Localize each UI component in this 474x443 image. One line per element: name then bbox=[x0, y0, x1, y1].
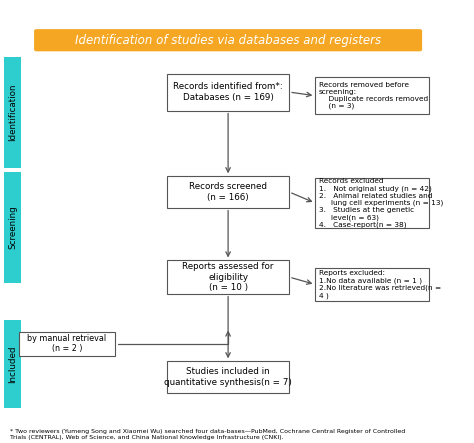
FancyBboxPatch shape bbox=[4, 171, 21, 283]
FancyBboxPatch shape bbox=[315, 178, 428, 228]
Text: Records excluded
1.   Not original study (n = 42)
2.   Animal related studies an: Records excluded 1. Not original study (… bbox=[319, 178, 443, 228]
FancyBboxPatch shape bbox=[315, 77, 428, 114]
FancyBboxPatch shape bbox=[167, 74, 289, 111]
Text: Screening: Screening bbox=[8, 205, 17, 249]
Text: Records removed before
screening:
    Duplicate records removed
    (n = 3): Records removed before screening: Duplic… bbox=[319, 82, 428, 109]
FancyBboxPatch shape bbox=[167, 176, 289, 208]
Text: Records screened
(n = 166): Records screened (n = 166) bbox=[189, 182, 267, 202]
FancyBboxPatch shape bbox=[4, 320, 21, 408]
FancyBboxPatch shape bbox=[4, 57, 21, 168]
Text: Studies included in
quantitative synthesis(n = 7): Studies included in quantitative synthes… bbox=[164, 367, 292, 387]
FancyBboxPatch shape bbox=[167, 260, 289, 294]
FancyBboxPatch shape bbox=[315, 268, 428, 301]
FancyBboxPatch shape bbox=[34, 29, 422, 51]
Text: by manual retrieval
(n = 2 ): by manual retrieval (n = 2 ) bbox=[27, 334, 106, 354]
FancyBboxPatch shape bbox=[167, 361, 289, 392]
Text: Reports assessed for
eligibility
(n = 10 ): Reports assessed for eligibility (n = 10… bbox=[182, 262, 274, 292]
Text: Reports excluded:
1.No data available (n = 1 )
2.No literature was retrieved(n =: Reports excluded: 1.No data available (n… bbox=[319, 270, 441, 299]
Text: Included: Included bbox=[8, 345, 17, 383]
FancyBboxPatch shape bbox=[19, 332, 115, 356]
Text: * Two reviewers (Yumeng Song and Xiaomei Wu) searched four data-bases—PubMed, Co: * Two reviewers (Yumeng Song and Xiaomei… bbox=[10, 429, 405, 439]
Text: Identification: Identification bbox=[8, 84, 17, 141]
Text: Identification of studies via databases and registers: Identification of studies via databases … bbox=[75, 34, 381, 47]
Text: Records identified from*:
Databases (n = 169): Records identified from*: Databases (n =… bbox=[173, 82, 283, 102]
